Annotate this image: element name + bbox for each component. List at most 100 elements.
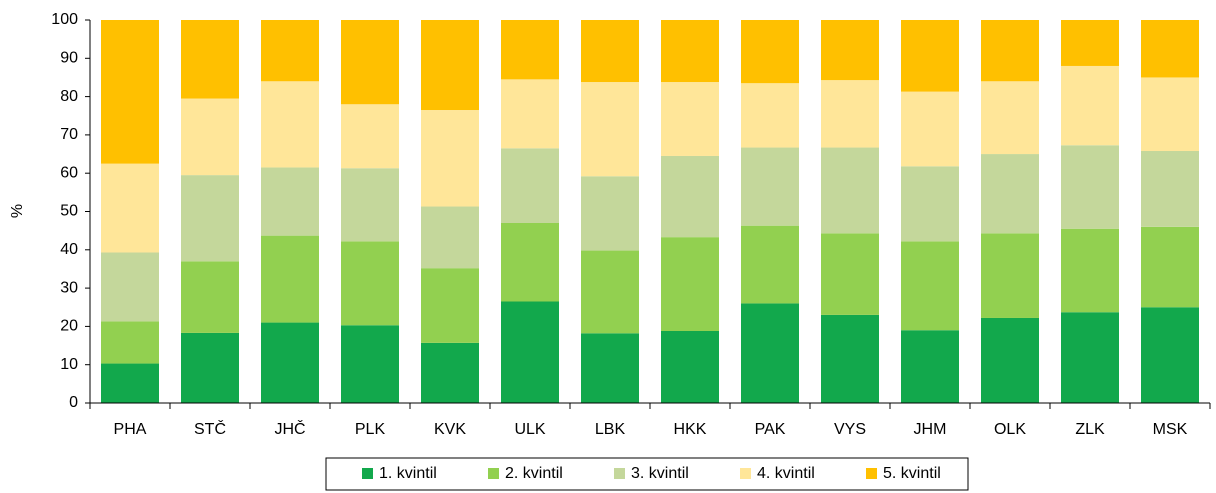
- bar-segment: [101, 252, 159, 322]
- bar-segment: [261, 322, 319, 403]
- legend-label: 5. kvintil: [883, 465, 941, 482]
- bar-segment: [181, 98, 239, 176]
- bar-segment: [741, 20, 799, 84]
- bar-segment: [1141, 226, 1199, 308]
- y-tick-label: 30: [60, 279, 78, 296]
- bar-segment: [821, 20, 879, 81]
- bar-segment: [581, 250, 639, 334]
- bar-segment: [1141, 307, 1199, 403]
- bar-segment: [1061, 65, 1119, 146]
- bar-segment: [501, 148, 559, 223]
- bar-segment: [421, 268, 479, 343]
- bar-segment: [341, 241, 399, 326]
- bar-segment: [901, 91, 959, 167]
- bar-segment: [341, 20, 399, 105]
- bar-segment: [981, 81, 1039, 155]
- bar-segment: [741, 225, 799, 304]
- bar-segment: [341, 325, 399, 403]
- bar-segment: [661, 20, 719, 83]
- bar-segment: [1061, 228, 1119, 313]
- bar-segment: [661, 330, 719, 403]
- bar-segment: [421, 206, 479, 269]
- bar-segment: [741, 303, 799, 403]
- bar-segment: [181, 261, 239, 333]
- bar-segment: [1141, 77, 1199, 151]
- bar-segment: [1141, 20, 1199, 78]
- bar-segment: [341, 104, 399, 169]
- x-tick-label: LBK: [595, 421, 626, 438]
- bar-segment: [981, 233, 1039, 318]
- legend-label: 2. kvintil: [505, 465, 563, 482]
- x-tick-label: MSK: [1153, 421, 1188, 438]
- legend-swatch: [362, 468, 373, 479]
- x-tick-label: JHM: [914, 421, 947, 438]
- bar-segment: [261, 235, 319, 323]
- bar-segment: [181, 20, 239, 99]
- bar-segment: [421, 20, 479, 111]
- bar-segment: [101, 321, 159, 364]
- y-tick-label: 10: [60, 356, 78, 373]
- legend-swatch: [866, 468, 877, 479]
- bar-segment: [341, 168, 399, 242]
- bar-segment: [261, 167, 319, 236]
- bar-segment: [821, 80, 879, 148]
- bar-segment: [1061, 20, 1119, 66]
- legend-label: 3. kvintil: [631, 465, 689, 482]
- x-tick-label: HKK: [674, 421, 707, 438]
- bar-segment: [101, 363, 159, 403]
- bar-segment: [501, 79, 559, 149]
- bar-segment: [901, 241, 959, 331]
- bar-segment: [501, 222, 559, 302]
- x-tick-label: ZLK: [1075, 421, 1105, 438]
- bar-segment: [821, 233, 879, 315]
- bar-segment: [501, 20, 559, 80]
- y-axis-label: %: [9, 204, 26, 218]
- legend-swatch: [614, 468, 625, 479]
- bar-segment: [421, 110, 479, 207]
- legend-swatch: [740, 468, 751, 479]
- x-tick-label: PAK: [755, 421, 786, 438]
- x-tick-label: OLK: [994, 421, 1026, 438]
- bar-segment: [181, 332, 239, 403]
- x-tick-label: ULK: [514, 421, 545, 438]
- bar-segment: [501, 301, 559, 403]
- bar-segment: [981, 154, 1039, 234]
- y-tick-label: 20: [60, 318, 78, 335]
- y-tick-label: 0: [69, 394, 78, 411]
- y-tick-label: 90: [60, 50, 78, 67]
- x-tick-label: VYS: [834, 421, 866, 438]
- legend-box: [325, 457, 969, 491]
- bar-segment: [661, 82, 719, 156]
- y-tick-label: 70: [60, 126, 78, 143]
- bar-segment: [181, 175, 239, 262]
- bar-segment: [581, 333, 639, 403]
- x-tick-label: JHČ: [274, 419, 305, 438]
- bar-segment: [261, 20, 319, 82]
- bar-segment: [661, 237, 719, 331]
- bar-segment: [101, 20, 159, 164]
- bar-segment: [581, 176, 639, 251]
- y-tick-label: 60: [60, 164, 78, 181]
- legend-swatch: [488, 468, 499, 479]
- bar-segment: [821, 147, 879, 234]
- bar-segment: [981, 20, 1039, 82]
- bar-segment: [821, 314, 879, 403]
- bar-segment: [981, 317, 1039, 403]
- y-tick-label: 50: [60, 203, 78, 220]
- bar-segment: [581, 82, 639, 177]
- legend-label: 1. kvintil: [379, 465, 437, 482]
- bar-segment: [101, 163, 159, 253]
- x-tick-label: PLK: [355, 421, 386, 438]
- x-tick-label: STČ: [194, 419, 226, 438]
- bar-segment: [1061, 312, 1119, 403]
- bar-segment: [1061, 145, 1119, 229]
- bar-segment: [661, 155, 719, 238]
- bar-segment: [741, 147, 799, 226]
- y-tick-label: 100: [51, 11, 78, 28]
- x-tick-label: KVK: [434, 421, 466, 438]
- bar-segment: [581, 20, 639, 83]
- bar-segment: [1141, 150, 1199, 227]
- bar-segment: [901, 166, 959, 242]
- y-tick-label: 40: [60, 241, 78, 258]
